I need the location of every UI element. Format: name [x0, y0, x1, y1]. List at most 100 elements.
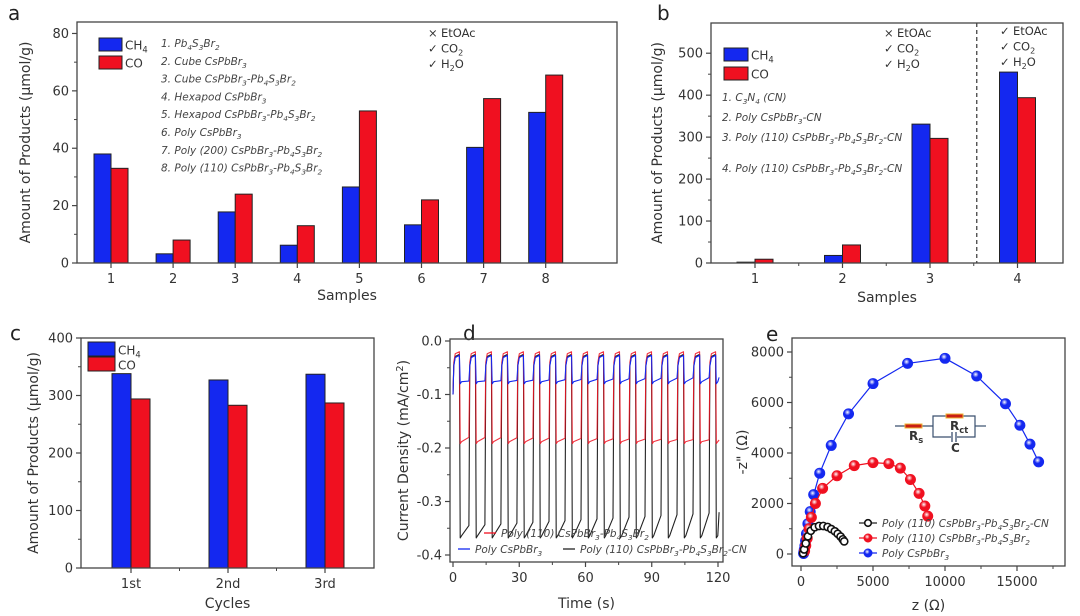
data-point	[922, 510, 934, 522]
resistor-rct-icon	[945, 413, 964, 419]
conditions: × EtOAc✓ CO2✓ H2O	[428, 26, 476, 73]
legend-swatch-ch4	[98, 37, 123, 52]
check-icon: ✓	[1000, 24, 1010, 38]
y-tick-label: -0.2	[417, 442, 442, 457]
y-tick-label: 4000	[751, 447, 784, 462]
plot-frame-a	[76, 21, 618, 264]
x-tick-label: 30	[511, 571, 528, 586]
panel-label: c	[10, 321, 21, 345]
cross-icon: ×	[884, 26, 894, 40]
legend-label-ch4: CH4	[125, 39, 148, 55]
sample-list-item: 4. Poly (110) CsPbBr3-Pb4S3Br2-CN	[722, 163, 902, 177]
panel-label: b	[657, 1, 670, 25]
bar-ch4-7	[466, 146, 485, 264]
x-tick-label: 120	[706, 571, 731, 586]
x-tick-label: 7	[479, 272, 487, 287]
legend-label: Poly (110) CsPbBr3-Pb4S3Br2	[882, 533, 1030, 547]
y-tick-label: 80	[52, 27, 69, 42]
check-icon: ✓	[428, 57, 438, 71]
data-point	[839, 536, 849, 546]
chart-panel-b: b Samples Amount of Products (µmol/g) 0 100 2…	[650, 1, 1064, 306]
y-axis-label: Amount of Products (µmol/g)	[26, 352, 42, 554]
y-tick-label: 0	[776, 548, 784, 563]
y-tick-label: 100	[678, 215, 703, 230]
y-tick-label: 200	[48, 447, 73, 462]
sample-list-item: 2. Cube CsPbBr3	[161, 56, 247, 70]
data-point	[913, 487, 925, 499]
bar-co-6	[421, 199, 439, 264]
cross-icon: ×	[428, 26, 438, 40]
bar-ch4-1st	[111, 373, 132, 569]
x-tick-label: 15000	[996, 575, 1037, 590]
conditions-left: × EtOAc✓ CO2✓ H2O	[884, 26, 932, 73]
data-point	[825, 439, 837, 451]
data-point	[814, 467, 826, 479]
trace-1	[452, 351, 720, 445]
bar-co-8	[545, 74, 564, 264]
y-axis-label: Amount of Products (µmol/g)	[18, 42, 34, 244]
bar-ch4-8	[528, 111, 547, 264]
condition-label: CO2	[897, 42, 919, 58]
check-icon: ✓	[884, 57, 894, 71]
bar-ch4-2	[824, 254, 843, 264]
c-label: C	[951, 441, 960, 455]
legend-marker-icon	[863, 533, 873, 543]
y-axis-label: Amount of Products (µmol/g)	[650, 42, 666, 244]
check-icon: ✓	[1000, 40, 1010, 54]
condition-label: EtOAc	[1013, 24, 1048, 38]
bar-ch4-3	[217, 211, 236, 264]
capacitor-gap	[951, 434, 957, 440]
y-axis-label: -z" (Ω)	[735, 430, 751, 475]
data-point	[805, 511, 817, 523]
trace-2	[452, 354, 720, 395]
y-tick-label: -0.1	[417, 388, 442, 403]
data-point	[1024, 438, 1036, 450]
plot-frame-e	[791, 337, 1066, 567]
condition-label: EtOAc	[441, 26, 476, 40]
sample-list-item: 2. Poly CsPbBr3-CN	[722, 112, 822, 126]
y-tick-label: 6000	[751, 396, 784, 411]
x-tick-label: 0	[797, 575, 805, 590]
data-point	[894, 462, 906, 474]
legend-label-co: CO	[118, 359, 136, 373]
sample-list-item: 7. Poly (200) CsPbBr3-Pb4S3Br2	[161, 145, 323, 159]
y-tick-label: 20	[52, 199, 69, 214]
sample-list-item: 4. Hexapod CsPbBr3	[161, 91, 267, 105]
x-tick-label: 0	[449, 571, 457, 586]
data-point	[939, 352, 951, 364]
legend-swatch-co	[98, 55, 123, 70]
legend-label: Poly (110) CsPbBr3-Pb4S3Br2-CN	[580, 544, 747, 558]
condition-label: EtOAc	[897, 26, 932, 40]
legend-label-ch4: CH4	[751, 49, 774, 65]
condition-label: H2O	[897, 57, 920, 73]
condition-label: CO2	[441, 42, 463, 58]
data-point	[831, 470, 843, 482]
chart-panel-c: c Cycles Amount of Products (µmol/g) 0 100 20…	[10, 321, 375, 612]
x-tick-label: 1	[751, 272, 759, 287]
y-tick-label: 300	[48, 389, 73, 404]
legend-swatch-ch4	[87, 341, 116, 357]
y-tick-label: 200	[678, 173, 703, 188]
x-tick-label: 3rd	[314, 577, 336, 592]
bar-co-3	[929, 137, 949, 264]
plot-frame-d	[449, 338, 724, 563]
bar-ch4-2	[155, 253, 174, 264]
y-tick-label: 500	[678, 47, 703, 62]
bar-ch4-1	[93, 153, 112, 264]
plot-frame-b	[710, 22, 1064, 264]
check-icon: ✓	[428, 42, 438, 56]
bar-ch4-3	[911, 123, 931, 264]
y-tick-label: 400	[678, 89, 703, 104]
y-tick-label: 0.0	[421, 335, 442, 350]
bar-co-7	[483, 98, 502, 264]
y-tick-label: 2000	[751, 497, 784, 512]
chart-panel-a: a Samples Amount of Products (µmol/g) 0 20 40…	[8, 1, 618, 304]
sample-list-item: 1. C3N4 (CN)	[722, 92, 787, 106]
data-point	[867, 378, 879, 390]
sample-list: 1. Pb4S3Br2 2. Cube CsPbBr3 3. Cube CsPbBr…	[161, 38, 323, 177]
bar-co-5	[358, 110, 377, 264]
data-point	[1014, 419, 1026, 431]
legend-marker-icon	[863, 518, 873, 528]
data-point	[843, 408, 855, 420]
